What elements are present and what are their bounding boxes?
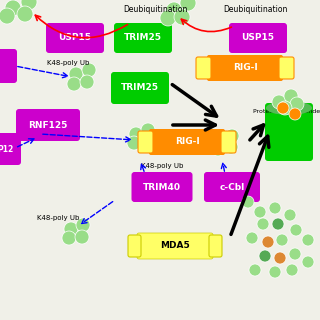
FancyBboxPatch shape	[16, 109, 80, 141]
Text: K48-poly Ub: K48-poly Ub	[37, 215, 79, 221]
FancyBboxPatch shape	[128, 235, 141, 257]
FancyBboxPatch shape	[0, 133, 21, 165]
Circle shape	[289, 108, 301, 120]
Circle shape	[302, 234, 314, 246]
Text: MDA5: MDA5	[160, 242, 190, 251]
FancyBboxPatch shape	[207, 55, 283, 81]
Circle shape	[69, 67, 83, 81]
Circle shape	[290, 97, 304, 111]
Text: TRIM25: TRIM25	[124, 34, 162, 43]
Circle shape	[289, 248, 301, 260]
Circle shape	[211, 142, 225, 156]
Circle shape	[272, 218, 284, 230]
Text: Deubiquitination: Deubiquitination	[123, 5, 187, 14]
Circle shape	[5, 0, 21, 16]
Circle shape	[62, 231, 76, 245]
Circle shape	[278, 101, 292, 115]
Circle shape	[302, 256, 314, 268]
Circle shape	[246, 232, 258, 244]
Circle shape	[67, 77, 81, 91]
Circle shape	[21, 0, 37, 10]
FancyBboxPatch shape	[0, 49, 17, 83]
FancyBboxPatch shape	[114, 23, 172, 53]
FancyBboxPatch shape	[265, 103, 313, 161]
Circle shape	[269, 266, 281, 278]
Circle shape	[277, 102, 289, 114]
Text: Deubiquitination: Deubiquitination	[223, 5, 287, 14]
Circle shape	[129, 127, 143, 141]
FancyBboxPatch shape	[279, 57, 294, 79]
Circle shape	[0, 8, 15, 24]
Circle shape	[249, 264, 261, 276]
FancyBboxPatch shape	[196, 57, 211, 79]
Circle shape	[284, 209, 296, 221]
Circle shape	[75, 230, 89, 244]
Circle shape	[259, 250, 271, 262]
FancyBboxPatch shape	[221, 131, 236, 153]
Circle shape	[269, 202, 281, 214]
Circle shape	[17, 6, 33, 22]
Circle shape	[180, 0, 196, 11]
Text: c-Cbl: c-Cbl	[220, 182, 244, 191]
Circle shape	[272, 95, 286, 109]
Circle shape	[224, 140, 238, 154]
Circle shape	[141, 123, 155, 137]
Text: RNF125: RNF125	[28, 121, 68, 130]
Circle shape	[80, 75, 94, 89]
Circle shape	[140, 135, 154, 149]
Circle shape	[274, 252, 286, 264]
Circle shape	[76, 218, 90, 232]
Circle shape	[286, 264, 298, 276]
Circle shape	[160, 10, 176, 26]
Text: USP15: USP15	[59, 34, 92, 43]
Circle shape	[284, 89, 298, 103]
Circle shape	[257, 218, 269, 230]
Circle shape	[225, 129, 239, 143]
Text: RIG-I: RIG-I	[233, 63, 257, 73]
Ellipse shape	[266, 101, 312, 115]
Text: TRIM40: TRIM40	[143, 182, 181, 191]
Text: TRIM25: TRIM25	[121, 84, 159, 92]
Circle shape	[64, 222, 78, 236]
Circle shape	[213, 133, 227, 147]
FancyBboxPatch shape	[149, 129, 225, 155]
Circle shape	[242, 196, 254, 208]
FancyBboxPatch shape	[137, 233, 213, 259]
FancyBboxPatch shape	[209, 235, 222, 257]
Circle shape	[290, 224, 302, 236]
FancyBboxPatch shape	[132, 172, 193, 202]
Circle shape	[166, 2, 182, 18]
Text: K48-poly Ub: K48-poly Ub	[47, 60, 89, 66]
Circle shape	[254, 206, 266, 218]
Circle shape	[174, 9, 190, 25]
Text: Proteasome-dependen c: Proteasome-dependen c	[253, 109, 320, 115]
Text: USP15: USP15	[242, 34, 275, 43]
FancyBboxPatch shape	[138, 131, 153, 153]
FancyBboxPatch shape	[229, 23, 287, 53]
Circle shape	[262, 236, 274, 248]
FancyBboxPatch shape	[46, 23, 104, 53]
Text: K48-poly Ub: K48-poly Ub	[141, 163, 183, 169]
Text: P12: P12	[0, 145, 13, 154]
Text: RIG-I: RIG-I	[175, 138, 199, 147]
FancyBboxPatch shape	[111, 72, 169, 104]
Circle shape	[276, 234, 288, 246]
Circle shape	[127, 136, 141, 150]
Circle shape	[82, 63, 96, 77]
FancyBboxPatch shape	[204, 172, 260, 202]
